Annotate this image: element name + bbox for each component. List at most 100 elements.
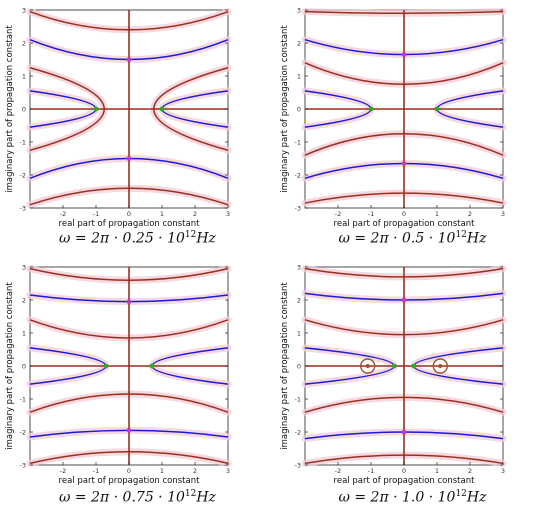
x-tick-label: 2	[468, 210, 472, 218]
x-tick-label: 2	[193, 467, 197, 475]
crossing-point-marker	[401, 161, 407, 166]
x-tick-label: -1	[368, 467, 374, 475]
series-brown-3	[29, 319, 229, 339]
caption-text: ω = 2π · 1.0 · 10	[338, 489, 456, 506]
pole-circle-marker	[359, 358, 376, 374]
pole-center-marker	[438, 364, 443, 368]
crossing-point-marker	[126, 427, 132, 433]
y-tick-label: -1	[295, 396, 301, 404]
branch-point-marker	[434, 106, 440, 112]
x-tick-label: 0	[402, 210, 406, 218]
chart-panel-bottom-right: -2 -1 0 1 2 3 -3 -2 -1 0 1 2 3 real part of propagati…	[275, 257, 550, 513]
y-tick-label: 2	[22, 297, 26, 305]
y-tick-label: 0	[22, 106, 26, 114]
y-tick-label: -2	[20, 172, 26, 180]
series-brown-3	[304, 62, 504, 85]
chart-svg-top-left: -2 -1 0 1 2 3 -3 -2 -1 0 1 2 3 real part of propagati…	[5, 7, 232, 229]
y-tick-label: -1	[20, 139, 26, 147]
x-tick-label: 0	[127, 467, 131, 475]
x-tick-label: 0	[402, 467, 406, 475]
chart-panel-bottom-left: -2 -1 0 1 2 3 -3 -2 -1 0 1 2 3 real part of propagati…	[0, 257, 275, 513]
y-axis-label: imaginary part of propagation constant	[280, 25, 290, 193]
y-tick-label: 3	[22, 7, 26, 15]
y-tick-label: 1	[22, 73, 26, 81]
y-tick-label: 0	[22, 363, 26, 371]
chart-svg-top-right: -2 -1 0 1 2 3 -3 -2 -1 0 1 2 3 real part of propagati…	[280, 7, 507, 229]
y-tick-label: -2	[295, 429, 301, 437]
crossing-point-marker	[401, 297, 407, 303]
caption-top-right: ω = 2π · 0.5 · 1012Hz	[275, 230, 550, 247]
branch-point-marker	[391, 363, 397, 369]
series-brown-4	[304, 396, 504, 413]
series-brown-3	[304, 319, 504, 336]
x-tick-label: -2	[335, 467, 341, 475]
series-brown-6	[29, 67, 105, 151]
series-brown-2	[29, 267, 229, 281]
pole-circle-marker	[432, 358, 449, 374]
series-brown-2	[304, 267, 504, 278]
x-tick-label: -2	[60, 467, 66, 475]
y-tick-label: 0	[297, 106, 301, 114]
x-tick-label: 3	[501, 210, 505, 218]
y-tick-label: 3	[297, 7, 301, 15]
series-brown-5	[304, 454, 504, 465]
series-brown-5	[304, 192, 504, 204]
y-tick-label: 2	[297, 40, 301, 48]
y-tick-label: -1	[295, 139, 301, 147]
caption-top-left: ω = 2π · 0.25 · 1012Hz	[0, 230, 275, 247]
y-tick-label: -2	[20, 429, 26, 437]
series-brown-4	[304, 133, 504, 156]
crossing-point-marker	[126, 299, 132, 305]
crossing-point-marker	[401, 52, 407, 57]
x-axis-label: real part of propagation constant	[334, 219, 476, 229]
y-tick-label: -1	[20, 396, 26, 404]
y-tick-label: 2	[22, 40, 26, 48]
y-tick-label: 1	[297, 73, 301, 81]
x-tick-label: -2	[335, 210, 341, 218]
x-tick-label: -2	[60, 210, 66, 218]
crossing-point-marker	[126, 156, 132, 161]
series-brown-7	[153, 67, 229, 151]
chart-svg-bottom-left: -2 -1 0 1 2 3 -3 -2 -1 0 1 2 3 real part of propagati…	[5, 264, 232, 486]
pole-center-marker	[365, 364, 370, 368]
series-brown-4	[29, 393, 229, 413]
y-tick-label: 3	[297, 264, 301, 272]
x-tick-label: -1	[93, 210, 99, 218]
y-tick-label: -2	[295, 172, 301, 180]
y-tick-label: -3	[20, 205, 26, 213]
y-tick-label: 1	[297, 330, 301, 338]
caption-unit: Hz	[466, 230, 487, 247]
series-brown-2	[304, 10, 504, 15]
x-tick-label: 1	[160, 210, 164, 218]
caption-text: ω = 2π · 0.25 · 10	[59, 230, 185, 247]
x-tick-label: 3	[226, 210, 230, 218]
x-axis-label: real part of propagation constant	[334, 476, 476, 486]
x-tick-label: 3	[226, 467, 230, 475]
series-brown-2	[29, 10, 229, 31]
branch-point-marker	[103, 363, 109, 369]
y-tick-label: 1	[22, 330, 26, 338]
x-tick-label: 1	[435, 210, 439, 218]
crossing-point-marker	[401, 429, 407, 435]
x-tick-label: 1	[435, 467, 439, 475]
y-tick-label: -3	[295, 205, 301, 213]
chart-panel-top-left: -2 -1 0 1 2 3 -3 -2 -1 0 1 2 3 real part of propagati…	[0, 0, 275, 256]
x-tick-label: 1	[160, 467, 164, 475]
y-tick-label: 3	[22, 264, 26, 272]
caption-text: ω = 2π · 0.5 · 10	[338, 230, 456, 247]
x-tick-label: -1	[93, 467, 99, 475]
chart-svg-bottom-right: -2 -1 0 1 2 3 -3 -2 -1 0 1 2 3 real part of propagati…	[280, 264, 507, 486]
caption-exponent: 12	[455, 489, 467, 499]
caption-bottom-left: ω = 2π · 0.75 · 1012Hz	[0, 489, 275, 506]
y-axis-label: imaginary part of propagation constant	[280, 282, 290, 450]
y-tick-label: -3	[20, 462, 26, 470]
caption-unit: Hz	[196, 489, 216, 506]
x-tick-label: 2	[468, 467, 472, 475]
x-axis-label: real part of propagation constant	[59, 219, 201, 229]
branch-point-marker	[411, 363, 417, 369]
branch-point-marker	[368, 106, 374, 112]
chart-panel-top-right: -2 -1 0 1 2 3 -3 -2 -1 0 1 2 3 real part of propagati…	[275, 0, 550, 256]
caption-exponent: 12	[184, 230, 197, 240]
x-tick-label: 0	[127, 210, 131, 218]
caption-bottom-right: ω = 2π · 1.0 · 1012Hz	[275, 489, 550, 506]
